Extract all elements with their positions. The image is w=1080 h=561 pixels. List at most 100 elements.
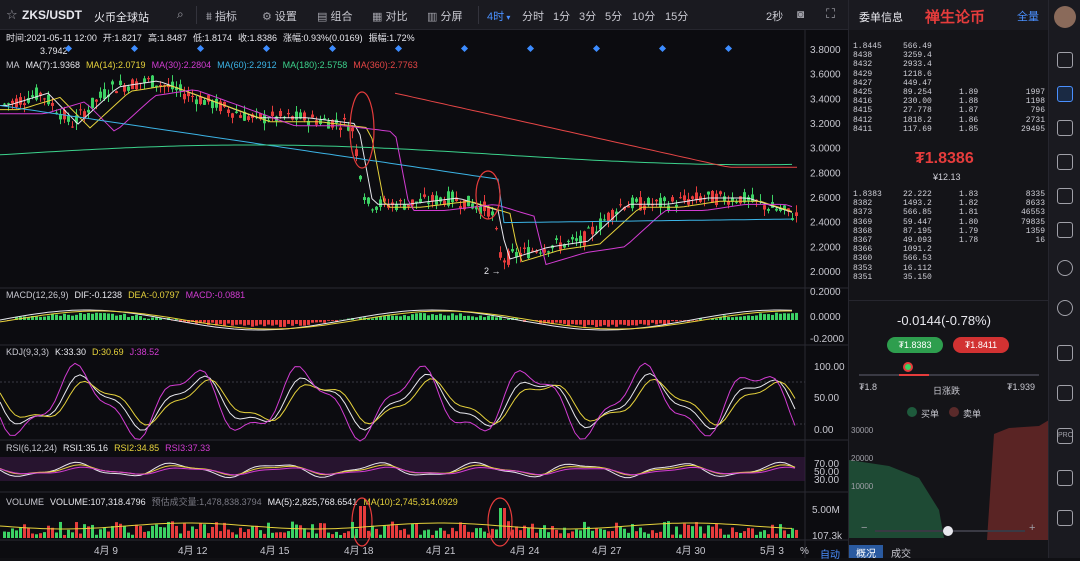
volume-axis-label: 107.3k — [812, 531, 843, 542]
macd-bar — [663, 320, 666, 324]
chart-view-icon[interactable] — [1057, 86, 1073, 102]
percent-toggle[interactable]: % — [800, 546, 809, 557]
tab-overview[interactable]: 概况 — [849, 545, 883, 558]
bid-cell: 1493.2 — [903, 199, 932, 208]
star-icon[interactable]: ☆ — [6, 7, 18, 23]
compare-button[interactable]: ▦ 对比 — [372, 8, 407, 24]
volume-bar — [683, 524, 686, 538]
zoom-slider-handle[interactable] — [943, 526, 953, 536]
refresh-interval[interactable]: 2秒 — [766, 8, 783, 24]
zoom-minus-icon[interactable]: − — [861, 522, 867, 534]
timeframe-5m[interactable]: 5分 — [605, 8, 622, 24]
camera-icon[interactable]: ◙ — [797, 7, 804, 21]
bell-icon[interactable] — [1057, 385, 1073, 401]
message-icon[interactable] — [1057, 345, 1073, 361]
zoom-plus-icon[interactable]: + — [1029, 522, 1035, 534]
sell-price-button[interactable]: ₮1.8411 — [953, 337, 1009, 353]
volume-bar — [483, 532, 486, 538]
auto-scale-toggle[interactable]: 自动 — [820, 546, 840, 561]
macd-bar — [439, 314, 442, 320]
volume-bar — [11, 528, 14, 538]
document-icon[interactable] — [1057, 52, 1073, 68]
timeframe-tick[interactable]: 分时 — [522, 8, 544, 24]
volume-bar — [175, 526, 178, 538]
volume-bar — [139, 526, 142, 538]
candle-body — [135, 81, 138, 89]
macd-bar — [595, 320, 598, 327]
volume-bar — [15, 530, 18, 538]
macd-bar — [615, 320, 618, 327]
candle-body — [195, 99, 198, 104]
timeframe-4h[interactable]: 4时 ▾ — [487, 8, 510, 24]
macd-bar — [639, 320, 642, 324]
timeframe-10m[interactable]: 10分 — [632, 8, 655, 24]
macd-bar — [735, 317, 738, 320]
news-icon[interactable] — [1057, 222, 1073, 238]
macd-bar — [775, 313, 778, 320]
clock-icon[interactable] — [1057, 260, 1073, 276]
more-icon[interactable] — [1057, 510, 1073, 526]
macd-bar — [39, 317, 42, 320]
timeframe-15m[interactable]: 15分 — [665, 8, 688, 24]
macd-bar — [567, 320, 570, 325]
fullscreen-icon[interactable]: ⛶ — [826, 6, 835, 22]
bid-cell: 35.150 — [903, 273, 932, 282]
macd-bar — [115, 316, 118, 320]
pro-icon[interactable]: PRO — [1057, 428, 1073, 444]
buy-price-button[interactable]: ₮1.8383 — [887, 337, 943, 353]
candle-body — [587, 228, 590, 229]
indicator-button[interactable]: ⩩ 指标 — [206, 8, 237, 24]
macd-bar — [103, 313, 106, 320]
candle-body — [567, 241, 570, 242]
timeframe-1m[interactable]: 1分 — [553, 8, 570, 24]
volume-bar — [475, 528, 478, 538]
settings-button[interactable]: ⚙ 设置 — [262, 8, 297, 24]
calendar-icon[interactable] — [1057, 188, 1073, 204]
bid-cell: 79835 — [1021, 218, 1045, 227]
volume-bar — [427, 530, 430, 538]
macd-bar — [555, 320, 558, 323]
timeframe-3m[interactable]: 3分 — [579, 8, 596, 24]
edit-icon[interactable] — [1057, 154, 1073, 170]
search-icon[interactable]: ⌕ — [177, 7, 184, 22]
split-screen-button[interactable]: ▥ 分屏 — [427, 8, 462, 24]
combo-button[interactable]: ▤ 组合 — [317, 8, 352, 24]
volume-bar — [787, 534, 790, 538]
candle-body — [279, 111, 282, 116]
user-avatar[interactable] — [1054, 6, 1076, 28]
users-icon[interactable] — [1057, 470, 1073, 486]
volume-bar — [555, 530, 558, 538]
orderbook-mode[interactable]: 全量 — [1017, 8, 1039, 24]
event-marker-icon — [131, 45, 138, 52]
volume-bar — [527, 528, 530, 538]
macd-bar — [47, 316, 50, 320]
symbol-title[interactable]: ZKS/USDT — [22, 8, 82, 22]
list-icon[interactable] — [1057, 120, 1073, 136]
compass-icon[interactable] — [1057, 300, 1073, 316]
macd-bar — [283, 320, 286, 327]
candle-body — [343, 118, 346, 119]
macd-bar — [307, 320, 310, 325]
bid-cell: 8373 — [853, 208, 872, 217]
